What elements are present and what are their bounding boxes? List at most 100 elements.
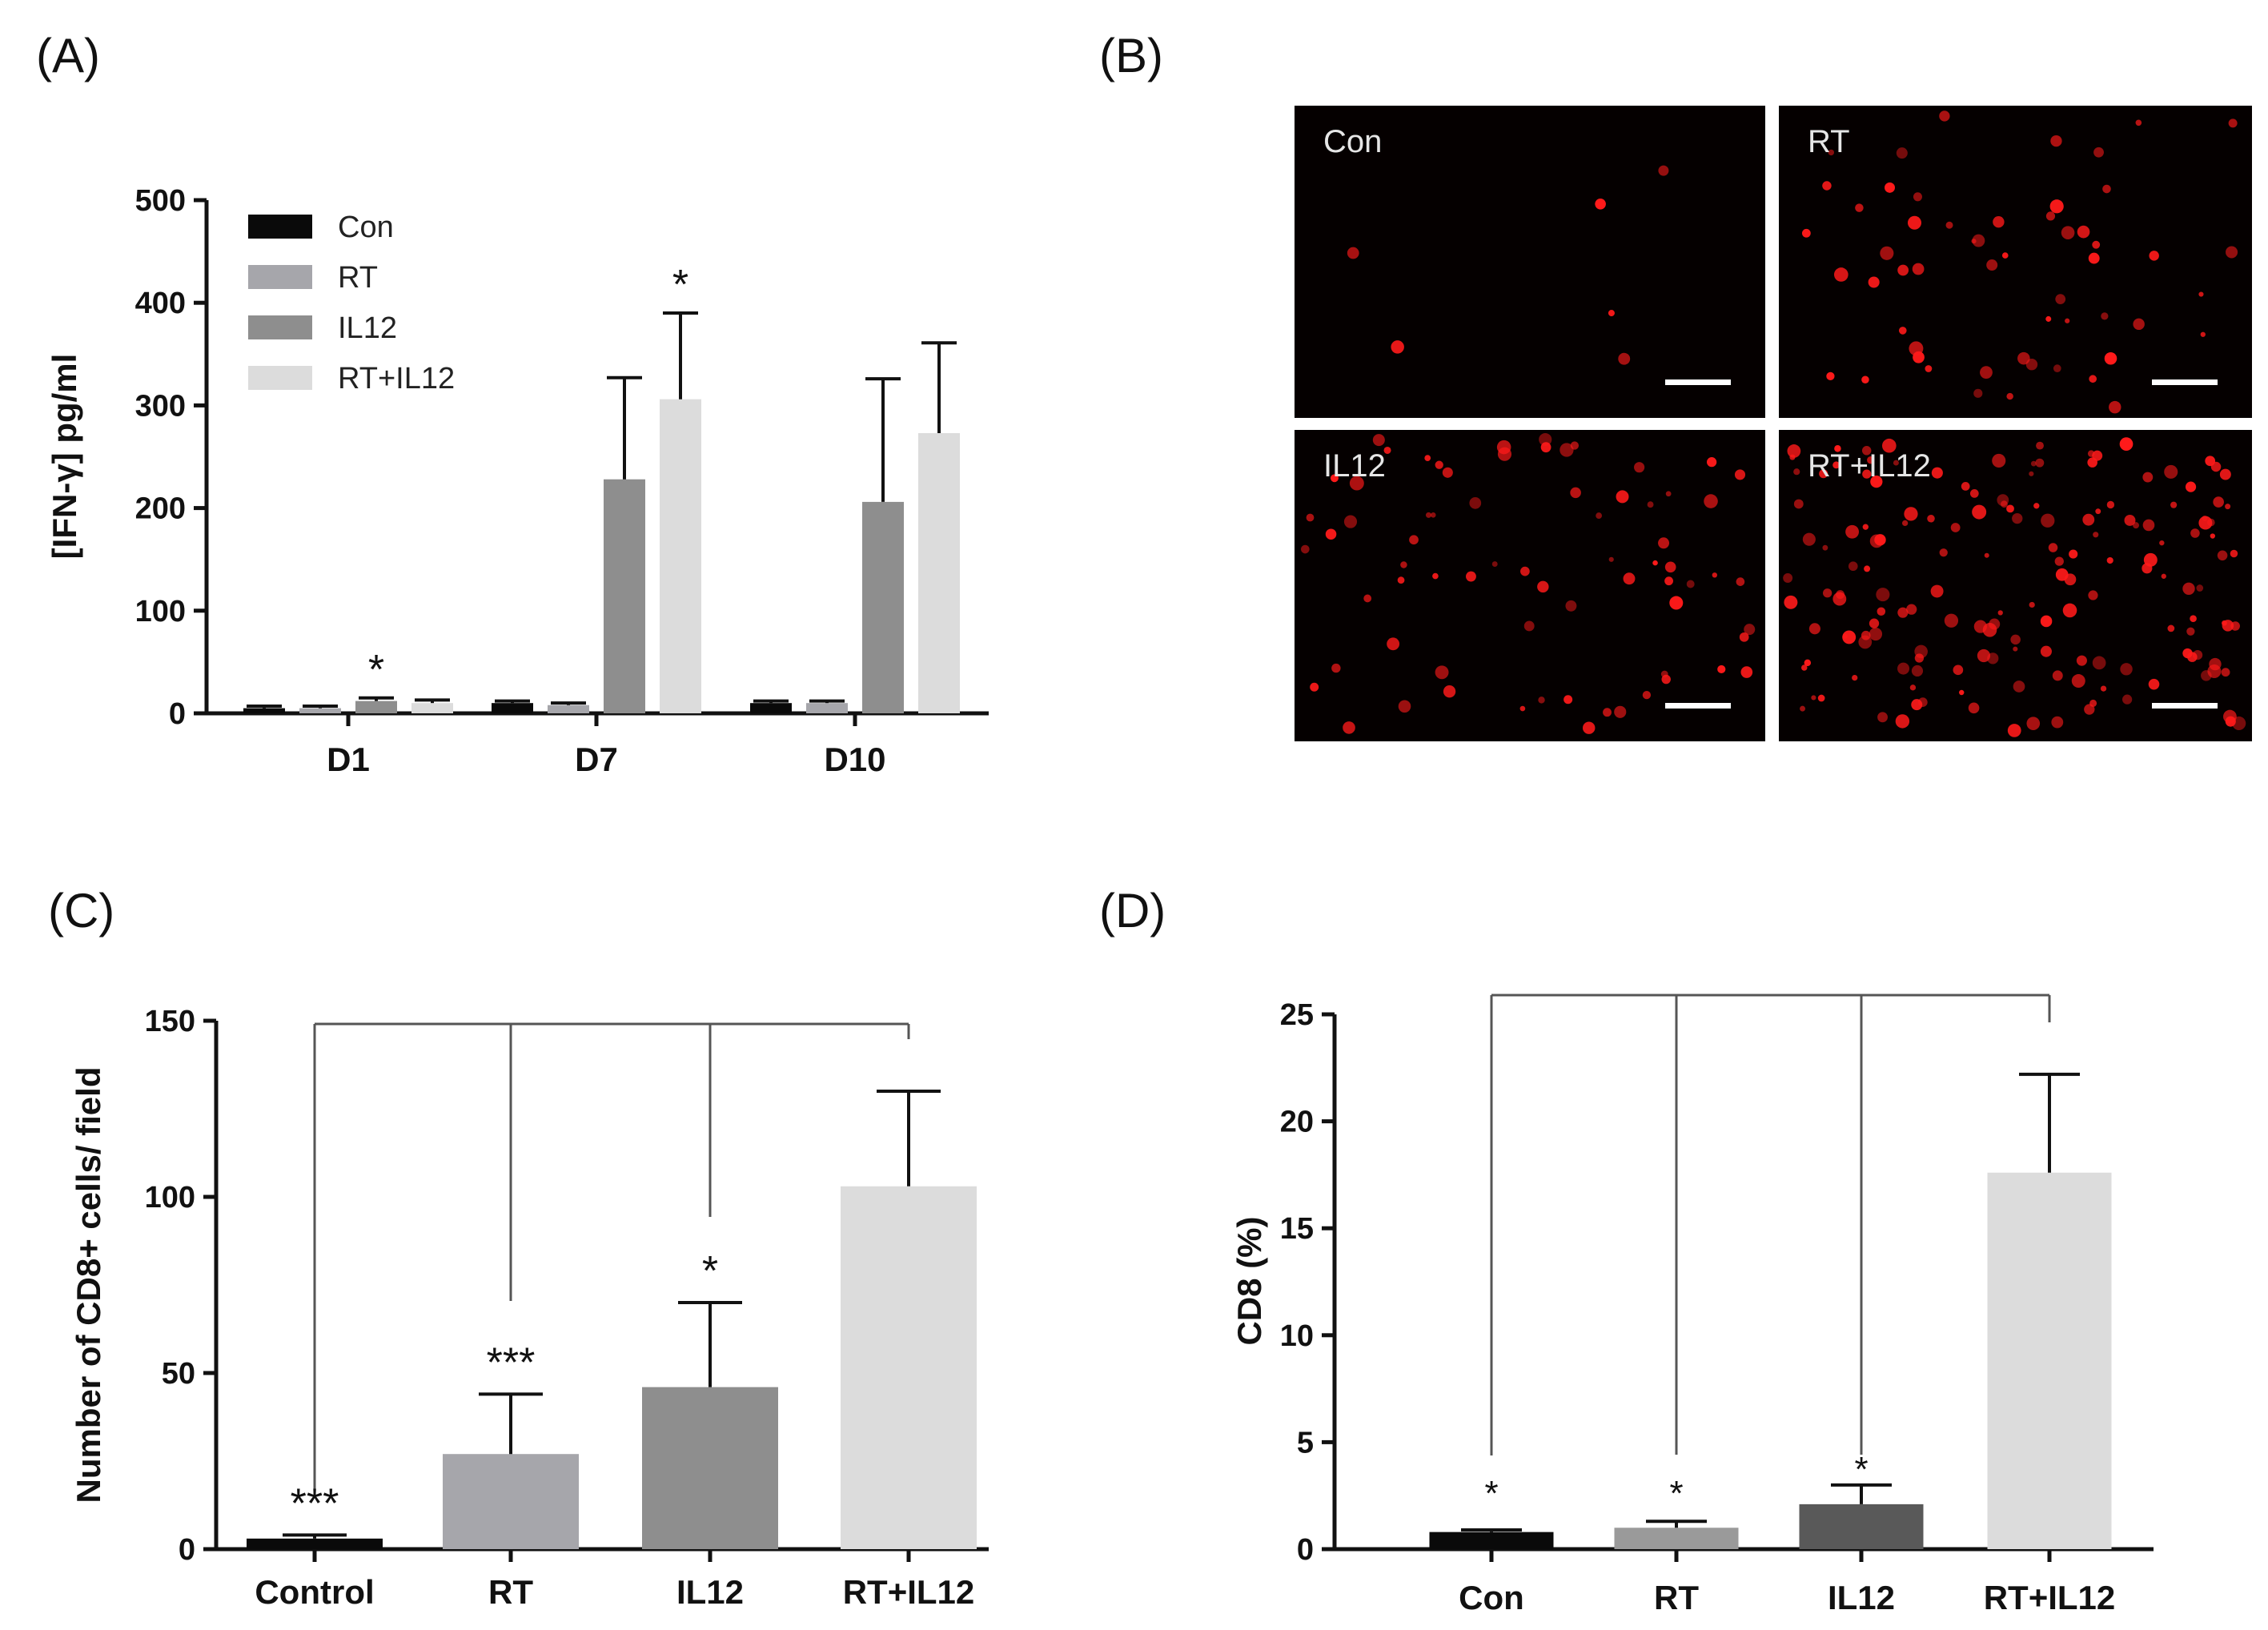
y-tick-label-a: 400 xyxy=(135,287,186,320)
cell-spot xyxy=(1930,584,1944,598)
cell-spot xyxy=(1496,440,1511,455)
cell-spot xyxy=(1310,682,1319,692)
microscopy-tile: Con xyxy=(1295,106,1765,418)
cell-spot xyxy=(1400,561,1407,568)
cell-spot xyxy=(1842,633,1848,639)
y-tick-label-c: 0 xyxy=(179,1533,195,1567)
cell-spot xyxy=(1904,507,1918,521)
cell-spot xyxy=(1897,662,1910,675)
cell-spot xyxy=(2101,312,2109,320)
cell-spot xyxy=(2071,674,2085,689)
cell-spot xyxy=(2148,678,2160,690)
significance-mark-d: * xyxy=(1854,1450,1868,1489)
cell-spot xyxy=(2106,556,2113,564)
cell-spot xyxy=(2082,513,2095,526)
cell-spot xyxy=(1823,588,1832,598)
cell-spot xyxy=(1661,674,1671,685)
cell-spot xyxy=(2065,318,2070,323)
cell-spot xyxy=(2200,331,2206,337)
cell-spot xyxy=(2053,364,2061,372)
cell-spot xyxy=(1914,653,1925,663)
cell-spot xyxy=(2040,645,2052,657)
cell-spot xyxy=(1736,577,1745,586)
cell-spot xyxy=(1784,595,1798,609)
cell-spot xyxy=(1343,515,1358,528)
legend-label-a: Con xyxy=(338,211,394,244)
x-category-label-a: D1 xyxy=(327,741,370,778)
scale-bar xyxy=(2152,703,2218,709)
cell-spot xyxy=(1832,461,1840,469)
panel-label-a: (A) xyxy=(36,29,100,82)
cell-spot xyxy=(1826,371,1835,380)
cell-spot xyxy=(2210,533,2216,539)
bar-a xyxy=(750,703,792,713)
cell-spot xyxy=(2045,211,2056,221)
cell-spot xyxy=(1973,388,1983,398)
cell-spot xyxy=(2159,540,2165,546)
cell-spot xyxy=(1982,623,1997,637)
cell-spot xyxy=(2048,543,2058,552)
y-tick-label-c: 50 xyxy=(162,1357,195,1391)
cell-spot xyxy=(1430,512,1436,518)
panel-label-d: (D) xyxy=(1099,884,1166,937)
cell-spot xyxy=(2062,603,2077,618)
cell-spot xyxy=(2170,501,2178,508)
cell-spot xyxy=(1997,610,2003,616)
cell-spot xyxy=(1712,572,1717,578)
legend-label-a: RT+IL12 xyxy=(338,362,455,395)
cell-spot xyxy=(1968,702,1980,714)
cell-spot xyxy=(1939,548,1948,557)
cell-spot xyxy=(2106,500,2115,509)
y-tick-label-d: 25 xyxy=(1280,998,1314,1032)
cell-spot xyxy=(1331,663,1341,673)
x-category-label-a: D7 xyxy=(575,741,618,778)
cell-spot xyxy=(1686,580,1695,588)
cell-spot xyxy=(1950,523,1961,532)
cell-spot xyxy=(1595,198,1606,210)
cell-spot xyxy=(1861,446,1872,456)
cell-spot xyxy=(1914,644,1928,659)
cell-spot xyxy=(1912,263,1925,275)
significance-mark-d: * xyxy=(1669,1474,1683,1513)
cell-spot xyxy=(2017,351,2030,365)
cell-spot xyxy=(2230,549,2238,558)
cell-spot xyxy=(1582,721,1596,734)
cell-spot xyxy=(1363,594,1372,603)
cell-spot xyxy=(2207,664,2222,679)
cell-spot xyxy=(2088,590,2098,600)
cell-spot xyxy=(2102,184,2111,194)
cell-spot xyxy=(2219,468,2231,480)
cell-spot xyxy=(1596,512,1603,519)
cell-spot xyxy=(2001,500,2008,508)
cell-spot xyxy=(1801,664,1808,671)
bar-a xyxy=(411,703,453,713)
cell-spot xyxy=(1442,467,1453,478)
cell-spot xyxy=(2182,582,2195,595)
cell-spot xyxy=(1330,474,1339,483)
cell-spot xyxy=(1869,618,1880,628)
bar-c xyxy=(642,1387,778,1549)
cell-spot xyxy=(1876,588,1890,602)
cell-spot xyxy=(2217,550,2228,561)
cell-spot xyxy=(1901,520,1909,527)
cell-spot xyxy=(2052,670,2063,681)
cell-spot xyxy=(2051,716,2064,729)
cell-spot xyxy=(1868,276,1880,288)
cell-spot xyxy=(1466,571,1476,582)
cell-spot xyxy=(2035,458,2045,468)
y-tick-label-a: 300 xyxy=(135,389,186,423)
x-category-label-c: Control xyxy=(255,1573,374,1611)
microscopy-tile: RT+IL12 xyxy=(1779,430,2252,741)
cell-spot xyxy=(2198,516,2213,530)
bar-a xyxy=(604,479,645,713)
cell-spot xyxy=(1642,690,1652,700)
cell-spot xyxy=(2213,496,2224,508)
cell-spot xyxy=(1909,685,1917,691)
cell-spot xyxy=(1971,239,1977,244)
cell-spot xyxy=(1867,456,1875,464)
significance-mark-a: * xyxy=(672,262,688,308)
cell-spot xyxy=(1409,535,1419,545)
cell-spot xyxy=(2142,519,2155,532)
cell-spot xyxy=(1435,460,1443,469)
cell-spot xyxy=(1848,561,1858,572)
